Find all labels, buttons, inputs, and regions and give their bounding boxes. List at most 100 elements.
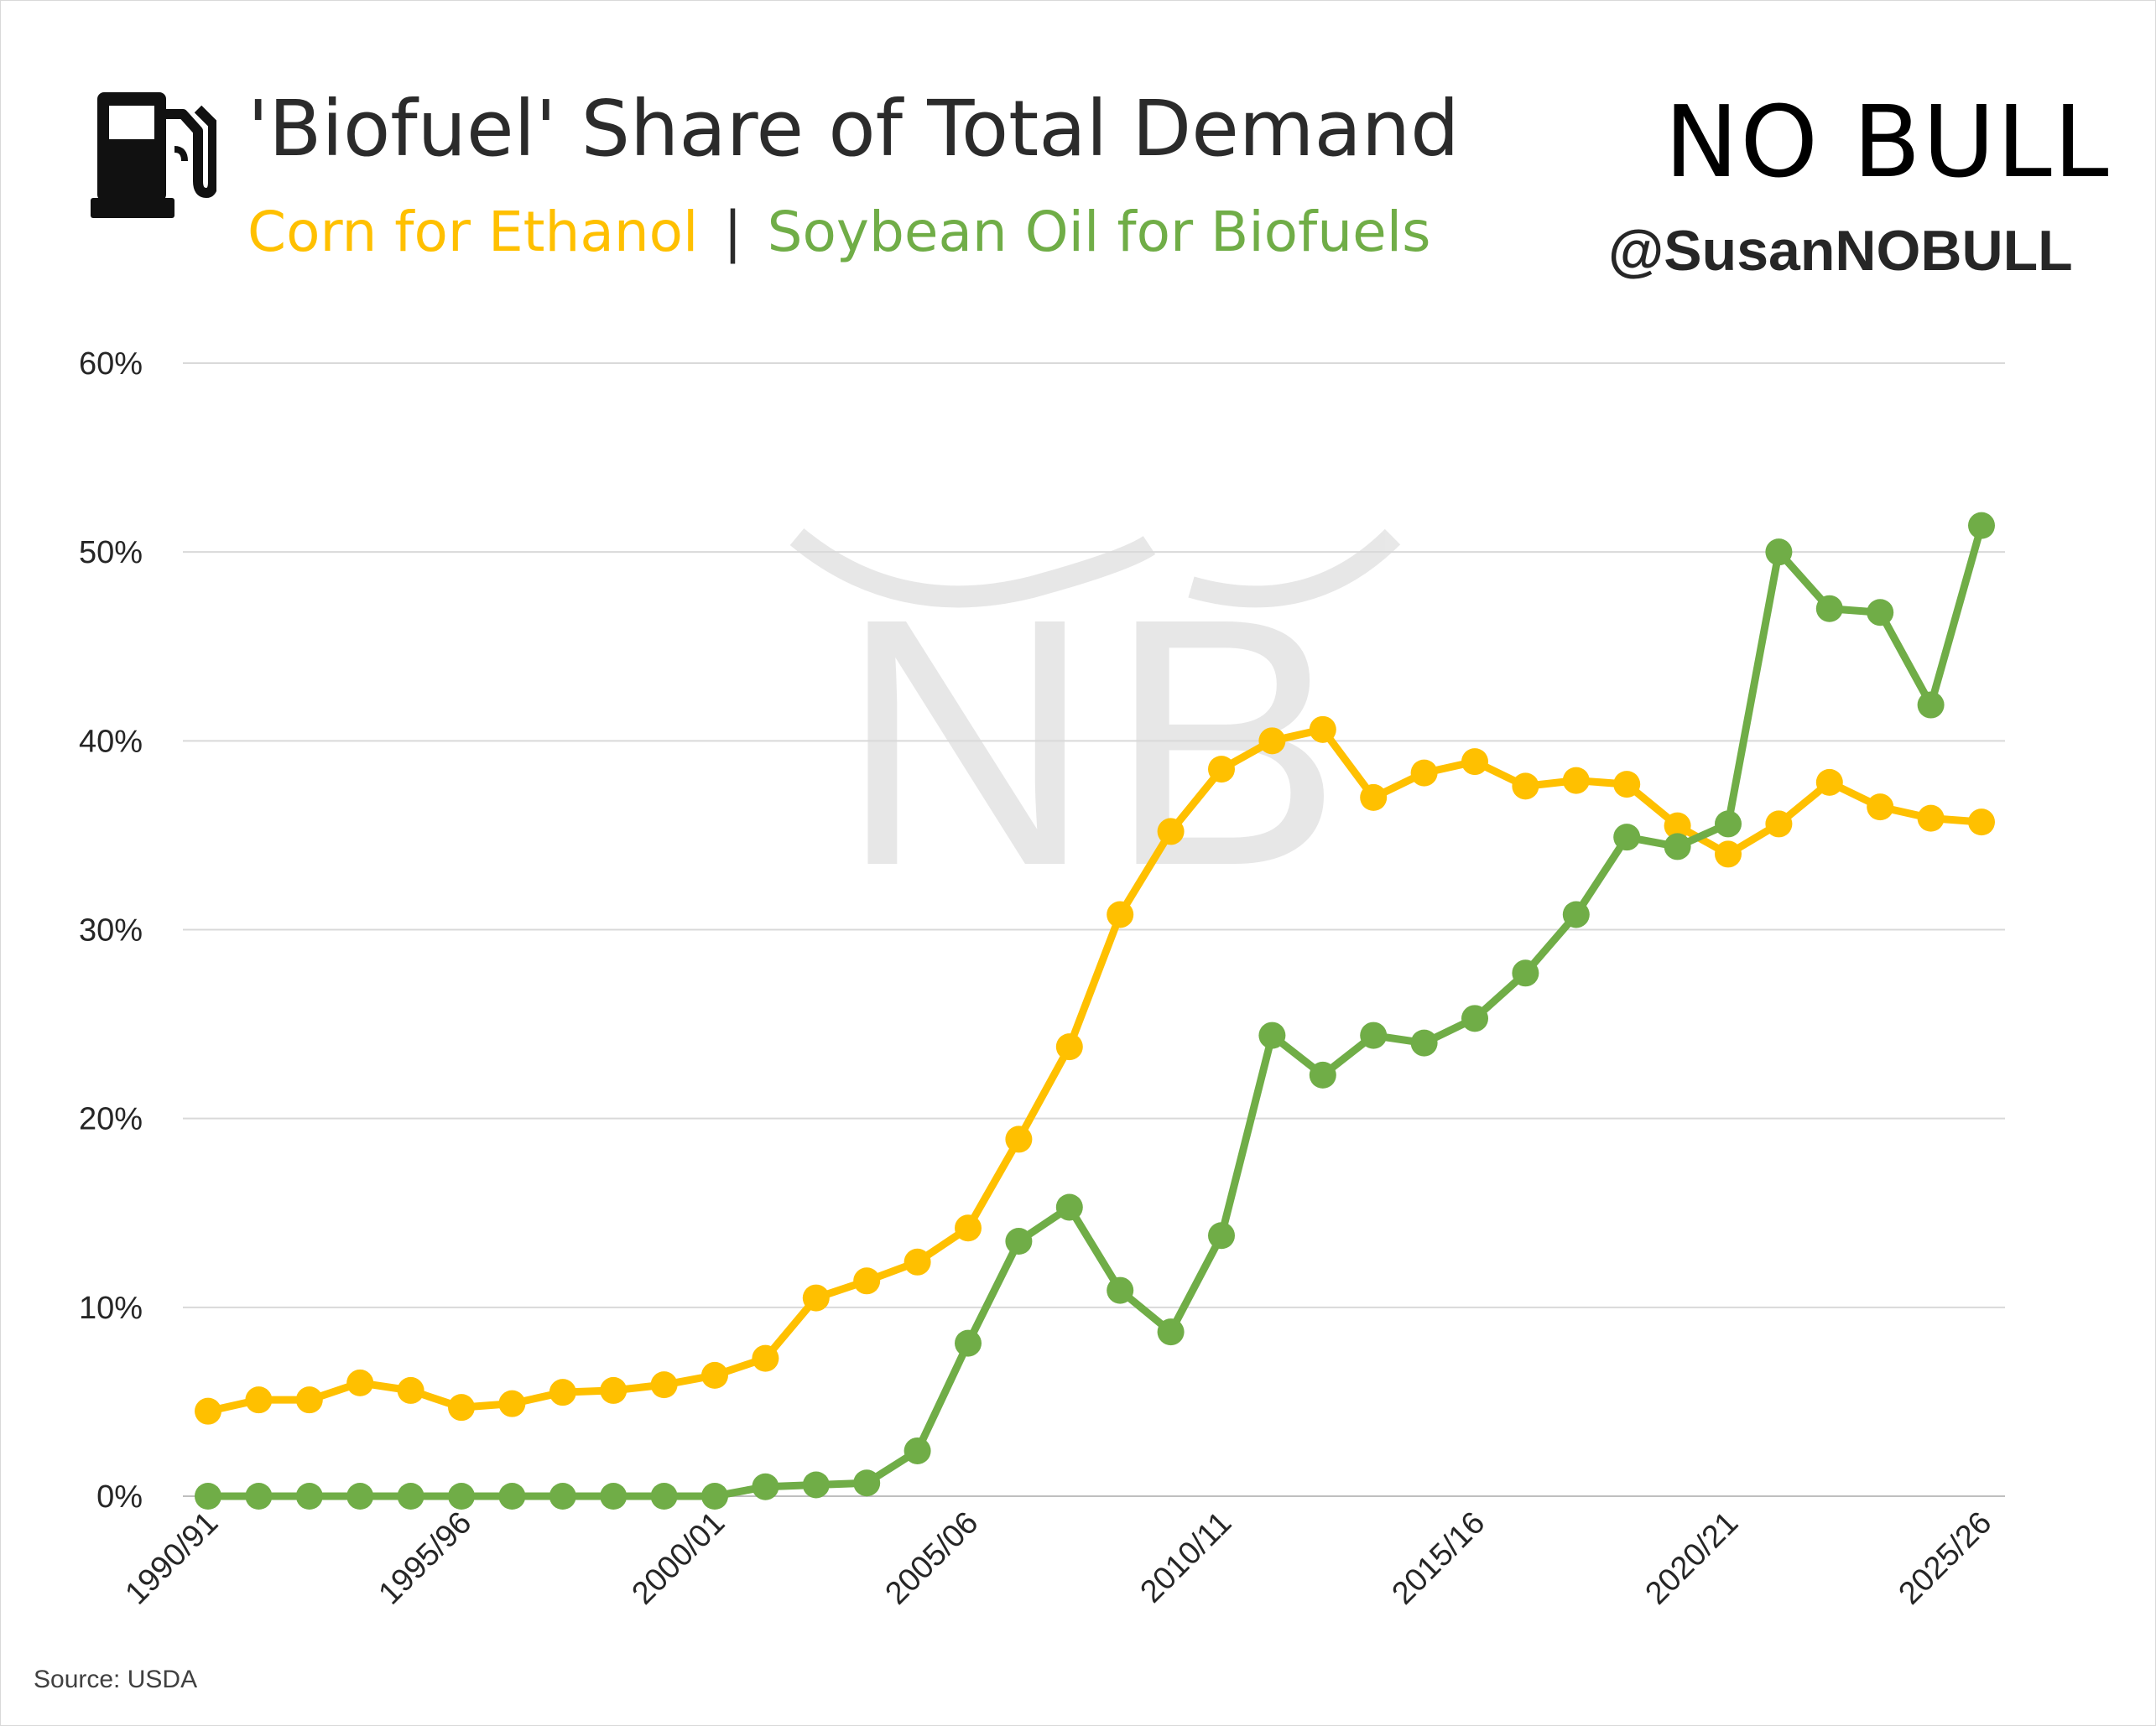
data-point	[397, 1483, 424, 1510]
y-tick-label: 50%	[79, 535, 143, 570]
data-point	[1360, 783, 1388, 811]
data-point	[1410, 1029, 1438, 1057]
data-point	[600, 1376, 628, 1404]
data-point	[1107, 1276, 1134, 1304]
data-point	[802, 1471, 830, 1499]
data-point	[346, 1483, 374, 1510]
data-point	[600, 1483, 628, 1510]
data-point	[1461, 748, 1488, 776]
data-point	[1815, 595, 1843, 622]
x-tick-label: 2025/26	[1893, 1505, 1999, 1612]
data-point	[1360, 1022, 1388, 1049]
data-point	[245, 1386, 273, 1414]
data-point	[1055, 1033, 1083, 1061]
data-point	[448, 1483, 475, 1510]
y-tick-label: 60%	[79, 346, 143, 382]
data-point	[1715, 810, 1742, 838]
data-point	[1664, 833, 1691, 860]
data-point	[1867, 599, 1894, 626]
data-point	[752, 1344, 779, 1372]
series-soybean-oil-for-biofuels	[195, 512, 1995, 1510]
data-point	[1613, 824, 1641, 851]
data-point	[448, 1394, 475, 1422]
data-point	[701, 1361, 728, 1389]
data-point	[397, 1376, 424, 1404]
data-point	[650, 1371, 678, 1399]
data-point	[904, 1248, 931, 1276]
x-tick-label: 2005/06	[879, 1505, 986, 1612]
data-point	[549, 1483, 576, 1510]
data-point	[549, 1379, 576, 1406]
x-tick-label: 2015/16	[1386, 1505, 1492, 1612]
data-point	[1055, 1193, 1083, 1221]
data-point	[498, 1390, 526, 1417]
y-tick-label: 20%	[79, 1102, 143, 1137]
data-point	[904, 1437, 931, 1464]
data-point	[1562, 767, 1590, 794]
svg-text:N: N	[839, 546, 1093, 939]
x-tick-label: 2010/11	[1134, 1505, 1239, 1610]
data-point	[1968, 512, 1995, 539]
data-point	[955, 1214, 982, 1242]
data-point	[195, 1483, 221, 1510]
data-point	[1765, 538, 1793, 566]
data-point	[853, 1267, 881, 1295]
fuel-pump-icon	[91, 92, 216, 218]
data-point	[346, 1369, 374, 1396]
data-point	[1664, 812, 1691, 840]
y-tick-label: 30%	[79, 913, 143, 949]
series-corn-for-ethanol	[195, 715, 1995, 1425]
data-point	[1917, 691, 1945, 719]
twitter-handle: @SusanNOBULL	[1608, 219, 2073, 283]
data-point	[1765, 810, 1793, 838]
data-point	[295, 1386, 323, 1414]
data-point	[1512, 959, 1539, 987]
data-point	[1715, 840, 1742, 868]
data-point	[1157, 818, 1185, 845]
data-point	[245, 1483, 273, 1510]
data-point	[802, 1284, 830, 1312]
data-point	[1917, 804, 1945, 832]
data-point	[1005, 1228, 1033, 1256]
chart-title: 'Biofuel' Share of Total Demand	[247, 84, 1460, 174]
data-point	[955, 1329, 982, 1357]
legend-corn-for-ethanol: Corn for Ethanol	[247, 200, 699, 264]
data-point	[1107, 901, 1134, 928]
data-point	[498, 1483, 526, 1510]
data-point	[1512, 772, 1539, 800]
data-point	[1410, 759, 1438, 787]
y-tick-label: 40%	[79, 724, 143, 759]
data-point	[1562, 901, 1590, 928]
nb-watermark: N B	[789, 528, 1401, 939]
x-tick-label: 2000/01	[626, 1505, 732, 1612]
data-point	[1258, 1022, 1286, 1049]
data-point	[1867, 793, 1894, 821]
data-point	[1005, 1126, 1033, 1153]
y-tick-label: 10%	[79, 1291, 143, 1326]
data-point	[1815, 768, 1843, 796]
nobull-logo: NO BULL	[1664, 84, 2111, 200]
data-point	[1309, 1061, 1336, 1089]
data-point	[295, 1483, 323, 1510]
data-point	[195, 1397, 221, 1425]
data-point	[1461, 1005, 1488, 1032]
data-point	[701, 1483, 728, 1510]
data-point	[1968, 808, 1995, 836]
x-tick-label: 1990/91	[119, 1505, 226, 1612]
x-tick-label: 2020/21	[1639, 1505, 1746, 1612]
data-point	[1208, 756, 1235, 783]
data-point	[1613, 771, 1641, 798]
data-point	[752, 1473, 779, 1500]
data-point	[1258, 727, 1286, 755]
data-point	[853, 1469, 881, 1497]
data-point	[1309, 715, 1336, 743]
y-tick-label: 0%	[96, 1479, 143, 1515]
subtitle-separator: |	[723, 200, 742, 264]
data-point	[1208, 1222, 1235, 1250]
chart-subtitle: Corn for Ethanol | Soybean Oil for Biofuel…	[247, 200, 1430, 264]
legend-soybean-oil-for-biofuels: Soybean Oil for Biofuels	[767, 200, 1431, 264]
x-tick-label: 1995/96	[372, 1505, 479, 1612]
source-note: Source: USDA	[34, 1666, 198, 1693]
series-line	[208, 524, 1986, 1500]
